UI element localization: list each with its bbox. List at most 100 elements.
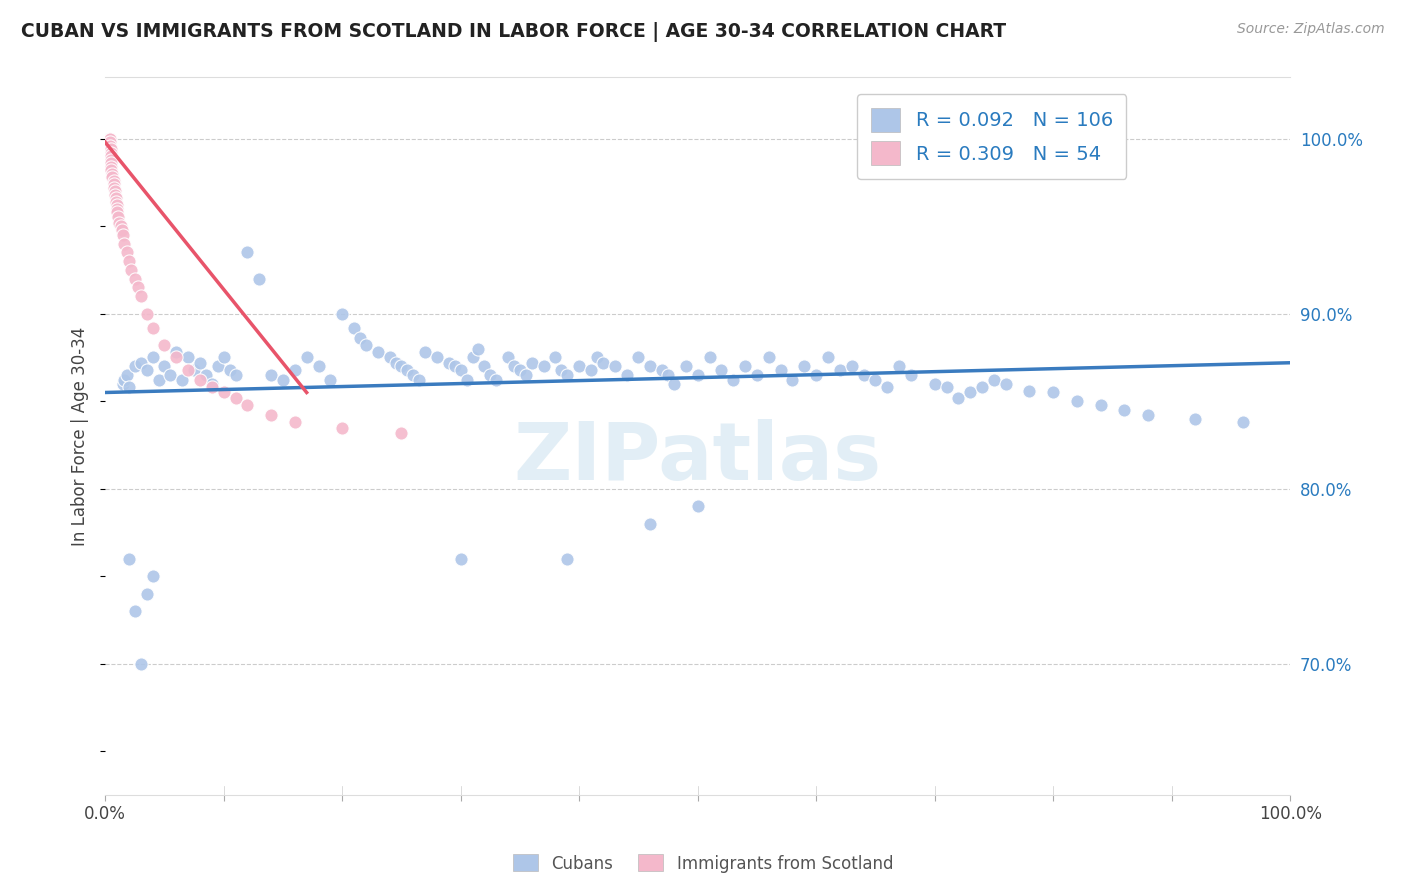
Point [876,380,898,394]
Point [413,345,436,359]
Point [284,363,307,377]
Point [1114,403,1136,417]
Point [97,131,120,145]
Point [603,359,626,374]
Point [994,376,1017,391]
Point [426,351,449,365]
Point [104,184,127,198]
Point [118,254,141,268]
Point [651,363,673,377]
Point [640,516,662,531]
Point [330,420,353,434]
Point [118,551,141,566]
Point [592,356,614,370]
Point [148,373,170,387]
Point [533,359,555,374]
Point [948,391,970,405]
Point [153,338,176,352]
Point [142,320,165,334]
Point [402,368,425,382]
Text: ZIPatlas: ZIPatlas [513,418,882,497]
Point [675,359,697,374]
Point [456,373,478,387]
Point [686,500,709,514]
Point [172,373,194,387]
Point [260,409,283,423]
Point [515,368,537,382]
Point [98,135,121,149]
Point [284,415,307,429]
Point [983,373,1005,387]
Point [970,380,993,394]
Point [201,376,224,391]
Point [124,604,146,618]
Point [1090,398,1112,412]
Point [437,356,460,370]
Point [349,331,371,345]
Point [104,194,127,209]
Legend: R = 0.092   N = 106, R = 0.309   N = 54: R = 0.092 N = 106, R = 0.309 N = 54 [858,95,1126,178]
Point [142,351,165,365]
Point [105,198,128,212]
Point [450,551,472,566]
Point [129,356,152,370]
Point [686,368,709,382]
Point [201,380,224,394]
Point [97,131,120,145]
Point [378,351,401,365]
Point [1232,415,1254,429]
Point [1136,409,1159,423]
Point [710,363,733,377]
Point [112,373,135,387]
Point [194,368,217,382]
Point [115,245,138,260]
Point [212,385,235,400]
Point [101,170,124,185]
Point [391,425,413,440]
Point [627,351,650,365]
Point [97,131,120,145]
Point [586,351,609,365]
Point [112,236,135,251]
Point [852,368,875,382]
Text: CUBAN VS IMMIGRANTS FROM SCOTLAND IN LABOR FORCE | AGE 30-34 CORRELATION CHART: CUBAN VS IMMIGRANTS FROM SCOTLAND IN LAB… [21,22,1007,42]
Point [101,167,124,181]
Point [391,359,413,374]
Point [129,289,152,303]
Point [107,211,129,225]
Point [308,359,330,374]
Point [111,223,134,237]
Point [98,131,121,145]
Point [841,359,863,374]
Point [104,191,127,205]
Point [236,245,259,260]
Point [225,368,247,382]
Point [115,368,138,382]
Point [103,174,125,188]
Point [443,359,465,374]
Point [1066,394,1088,409]
Point [793,359,815,374]
Point [485,373,508,387]
Y-axis label: In Labor Force | Age 30-34: In Labor Force | Age 30-34 [72,326,89,546]
Point [188,356,211,370]
Point [935,380,957,394]
Point [271,373,294,387]
Point [124,359,146,374]
Point [924,376,946,391]
Point [105,202,128,216]
Point [450,363,472,377]
Point [103,178,125,192]
Point [354,338,377,352]
Point [118,380,141,394]
Point [769,363,792,377]
Point [108,216,131,230]
Point [509,363,531,377]
Point [207,359,229,374]
Point [100,145,122,160]
Point [467,342,489,356]
Point [177,363,200,377]
Point [817,351,839,365]
Point [319,373,342,387]
Point [142,569,165,583]
